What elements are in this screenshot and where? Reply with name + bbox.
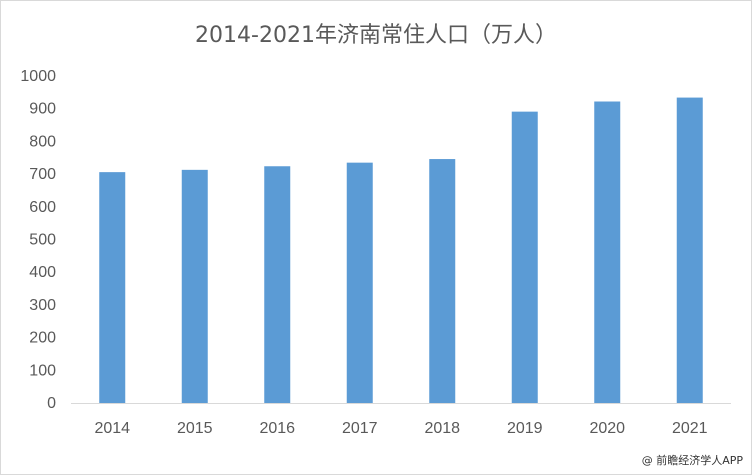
x-tick-label: 2021 [672, 420, 708, 437]
bar-2021 [676, 97, 703, 403]
x-tick-label: 2015 [177, 420, 213, 437]
bar-2018 [429, 159, 456, 403]
bar-2015 [181, 169, 208, 403]
bar-2016 [264, 166, 291, 403]
y-tick-label: 600 [29, 199, 56, 216]
bar-2017 [346, 162, 373, 403]
x-tick-label: 2017 [342, 420, 378, 437]
y-tick-label: 300 [29, 297, 56, 314]
chart-title: 2014-2021年济南常住人口（万人） [195, 23, 557, 48]
watermark: @ 前瞻经济学人APP [641, 454, 743, 467]
x-tick-label: 2014 [94, 420, 130, 437]
x-tick-label: 2018 [424, 420, 460, 437]
y-tick-label: 400 [29, 264, 56, 281]
x-tick-label: 2019 [507, 420, 543, 437]
y-tick-label: 200 [29, 330, 56, 347]
bar-2014 [99, 172, 126, 403]
x-axis-ticks: 2014 2015 2016 2017 2018 2019 2020 2021 [94, 420, 707, 437]
bar-2019 [511, 111, 538, 403]
y-tick-label: 0 [47, 395, 56, 412]
y-tick-label: 100 [29, 362, 56, 379]
y-tick-label: 800 [29, 133, 56, 150]
x-tick-label: 2016 [259, 420, 295, 437]
bars [99, 97, 703, 404]
y-tick-label: 500 [29, 232, 56, 249]
x-tick-label: 2020 [589, 420, 625, 437]
y-tick-label: 900 [29, 101, 56, 118]
y-tick-label: 700 [29, 166, 56, 183]
y-axis-ticks: 0 100 200 300 400 500 600 700 800 900 1000 [20, 68, 56, 412]
bar-2020 [594, 101, 621, 404]
y-tick-label: 1000 [20, 68, 56, 85]
